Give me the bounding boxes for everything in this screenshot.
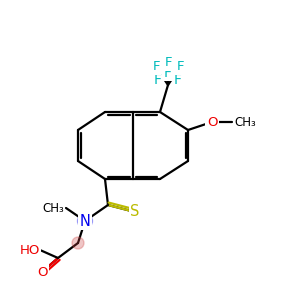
Text: S: S: [130, 205, 140, 220]
Text: HO: HO: [20, 244, 40, 256]
Text: O: O: [207, 116, 217, 128]
Text: F: F: [152, 61, 160, 74]
Text: CH₃: CH₃: [234, 116, 256, 128]
Text: F: F: [174, 73, 182, 87]
Text: N: N: [80, 214, 90, 229]
Circle shape: [77, 214, 92, 229]
Text: CH₃: CH₃: [42, 202, 64, 214]
Text: O: O: [37, 266, 47, 278]
Text: F: F: [154, 73, 162, 87]
Circle shape: [72, 237, 84, 249]
Text: F: F: [164, 66, 172, 80]
Text: F: F: [176, 61, 184, 74]
Text: F: F: [164, 56, 172, 70]
